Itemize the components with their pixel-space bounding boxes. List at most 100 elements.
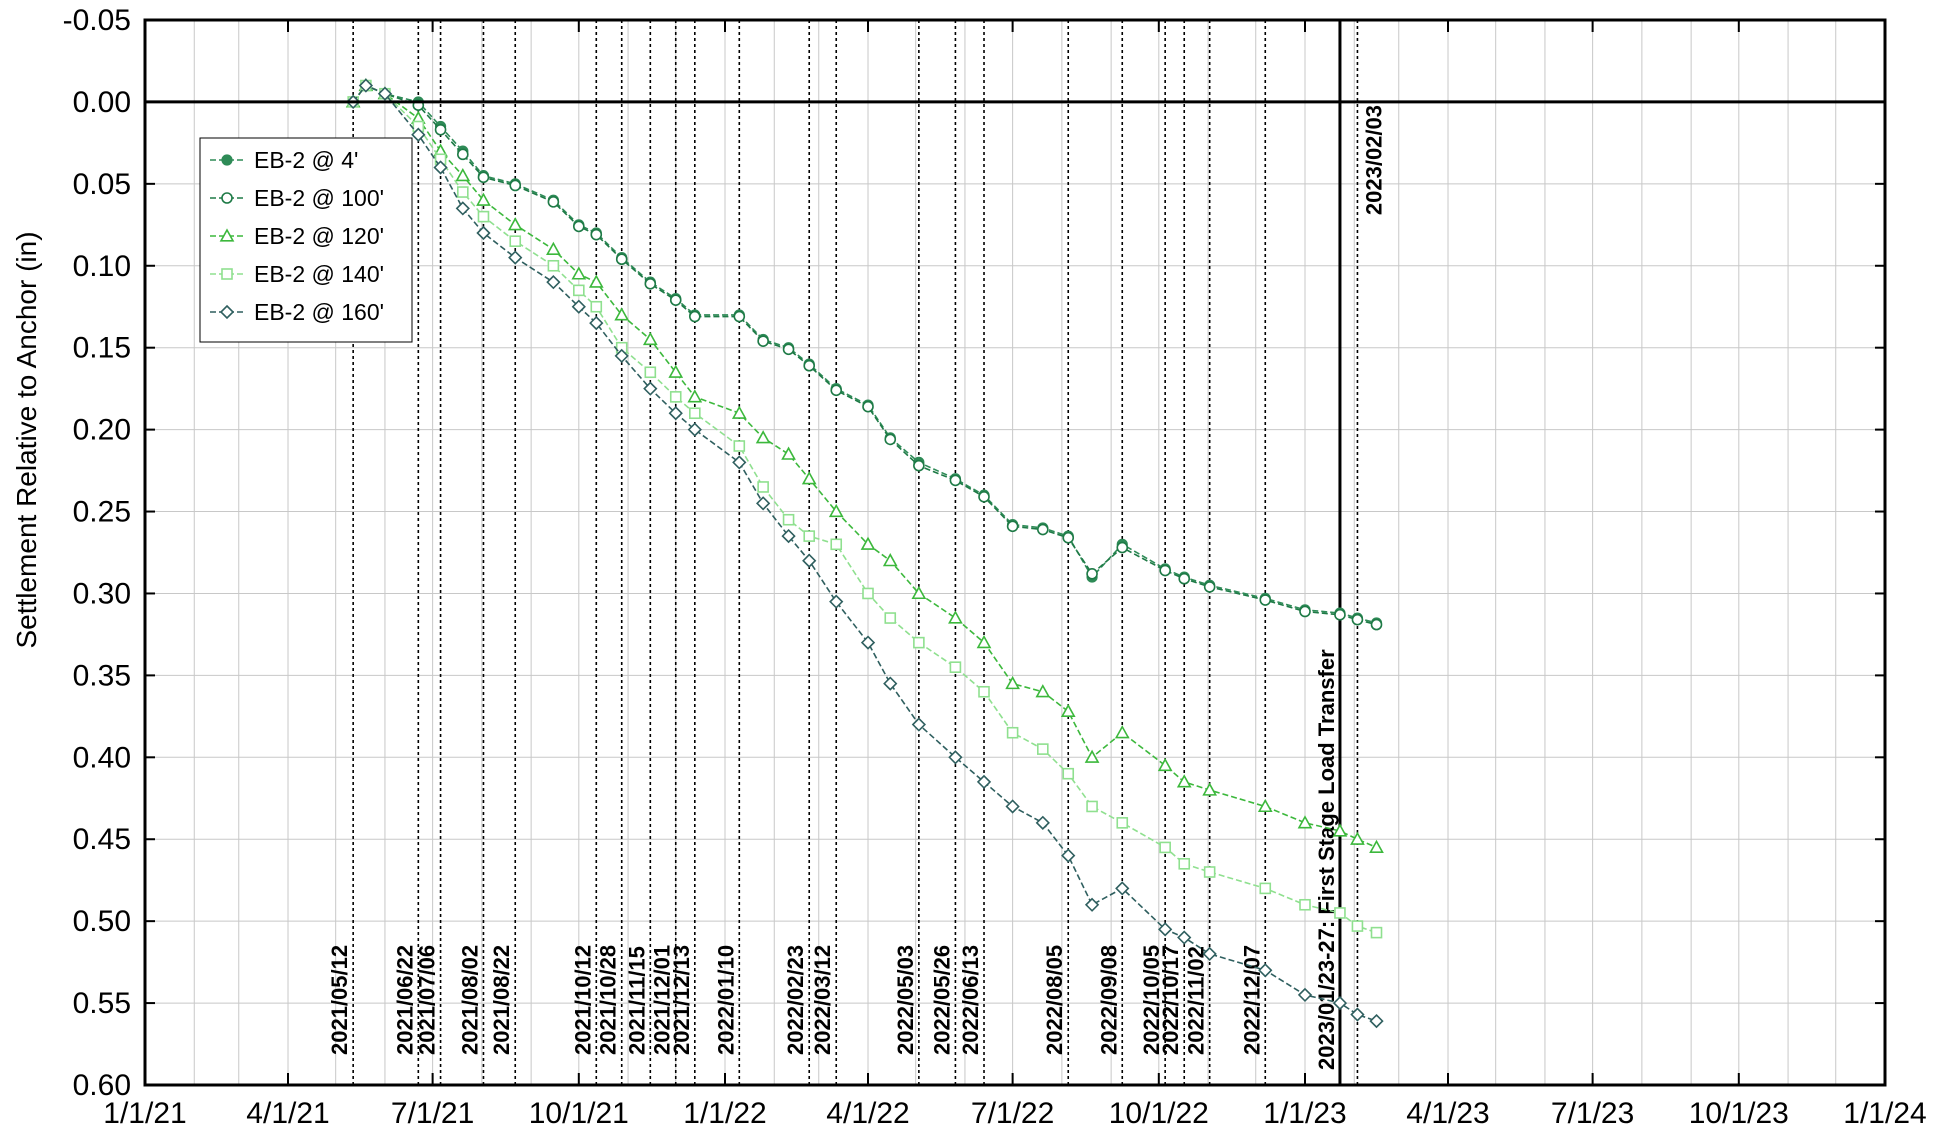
data-point [1116,541,1129,554]
data-point [755,430,771,444]
y-axis-label: Settlement Relative to Anchor (in) [11,231,42,648]
data-point [1006,726,1019,739]
data-point [829,594,844,609]
data-point [757,481,769,493]
event-label: 2021/08/22 [489,945,514,1055]
data-point [644,366,657,379]
data-point [377,86,393,101]
data-point [687,422,702,437]
y-tick-label: 0.60 [73,1069,131,1102]
event-label: 2021/07/06 [415,945,440,1055]
series-line [352,84,1377,934]
x-tick-label: 1/1/22 [683,1097,766,1130]
data-point [911,585,927,600]
data-point [976,634,992,649]
x-tick-label: 10/1/21 [529,1097,629,1130]
data-point [830,384,843,397]
data-point [507,217,523,231]
data-point [433,160,448,175]
data-point [1062,767,1075,780]
data-point [1350,1007,1365,1022]
event-label: 2022/09/08 [1096,945,1121,1055]
data-point [1370,618,1383,631]
legend-entry: EB-2 @ 100' [254,185,384,211]
data-point [948,610,963,624]
data-point [782,513,795,526]
data-point [948,750,963,765]
legend-box [199,137,413,343]
data-point [1258,963,1273,978]
data-point [1178,572,1191,585]
event-label: 2021/11/15 [624,946,649,1055]
data-point [1351,613,1364,626]
data-point [476,225,491,241]
data-point [801,471,817,485]
data-point [733,440,746,452]
event-label: 2022/10/17 [1158,945,1183,1055]
data-point [455,168,471,182]
y-tick-label: 0.10 [73,250,131,283]
y-tick-label: 0.30 [73,577,131,610]
data-point [883,676,898,691]
data-point [1297,815,1313,829]
data-point [1084,749,1100,763]
data-point [1351,920,1364,932]
data-point [614,307,630,321]
data-point [1332,995,1348,1011]
data-point [615,253,628,266]
legend-entry: EB-2 @ 120' [254,223,384,249]
data-point [911,717,926,732]
x-tick-label: 4/1/22 [826,1097,909,1130]
data-point [1350,831,1365,845]
data-point [1035,684,1051,698]
data-point [802,553,817,568]
series-group [346,78,1384,1029]
data-point [477,210,490,223]
data-point [669,391,682,403]
data-point [455,201,470,216]
data-point [976,774,992,790]
data-point [1257,798,1273,813]
data-point [221,268,233,280]
data-point [860,536,876,550]
data-point [571,299,586,314]
data-point [828,503,844,518]
x-tick-label: 10/1/22 [1109,1097,1209,1130]
data-point [1299,898,1311,911]
data-point [1037,523,1049,536]
data-point [1157,757,1173,772]
data-point [1116,817,1129,829]
y-tick-label: 0.55 [73,987,131,1020]
legend-entry: EB-2 @ 4' [254,147,358,173]
data-point [1006,520,1019,533]
y-tick-label: -0.05 [63,4,131,37]
data-point [830,538,843,551]
data-point [1035,815,1050,830]
data-point [590,300,603,313]
data-point [571,266,587,280]
data-point [1369,1013,1384,1029]
data-point [1005,799,1020,814]
data-point [221,154,233,166]
data-point [668,406,683,421]
data-point [644,277,657,290]
data-point [573,220,585,233]
data-point [614,348,629,364]
data-point [978,685,990,698]
data-point [884,612,897,624]
data-point [221,192,233,204]
data-point [669,294,682,306]
legend: EB-2 @ 4' EB-2 @ 100' EB-2 @ 120' EB-2 @ 14… [199,137,413,343]
data-point [547,196,560,208]
data-point [1202,946,1217,962]
data-point [1061,848,1076,863]
data-point [547,259,560,272]
data-point [733,310,746,323]
data-point [1084,897,1100,912]
data-point [913,459,925,472]
data-point [457,186,469,198]
x-tick-label: 1/1/23 [1263,1097,1346,1130]
event-label: 2021/05/12 [327,945,352,1055]
